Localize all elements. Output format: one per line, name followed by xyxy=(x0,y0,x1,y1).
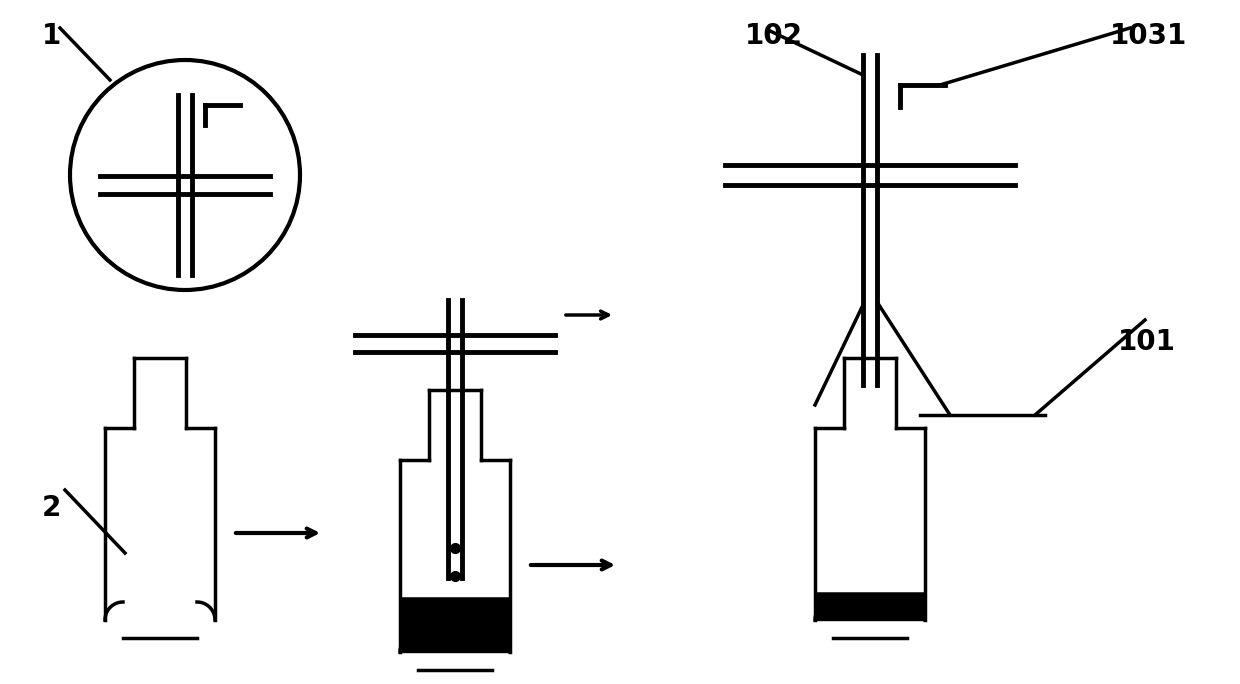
Text: 1: 1 xyxy=(42,22,61,50)
Text: 2: 2 xyxy=(42,494,61,522)
Polygon shape xyxy=(401,598,508,652)
Polygon shape xyxy=(401,598,508,652)
Text: 101: 101 xyxy=(1118,328,1176,356)
Text: 102: 102 xyxy=(745,22,804,50)
Text: 1031: 1031 xyxy=(1110,22,1187,50)
Polygon shape xyxy=(816,593,924,620)
Polygon shape xyxy=(816,593,924,620)
